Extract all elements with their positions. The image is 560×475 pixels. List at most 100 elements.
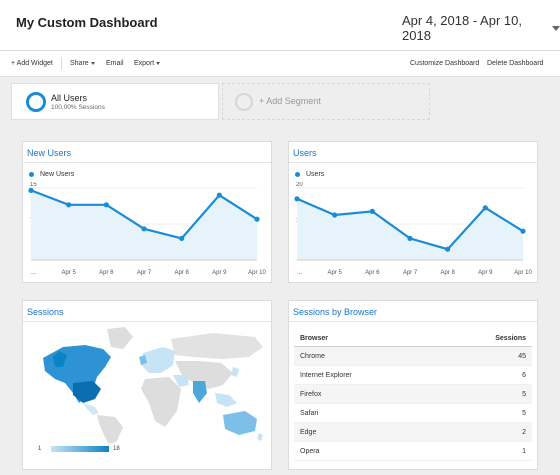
table-header: Browser Sessions [294, 330, 532, 347]
data-point[interactable] [369, 208, 375, 214]
session-count: 6 [522, 371, 526, 379]
india-region[interactable] [193, 381, 207, 403]
segment-name: All Users [51, 93, 88, 103]
widget-sessions-by-browser: Sessions by Browser Browser Sessions Chr… [288, 300, 538, 470]
data-point[interactable] [179, 235, 185, 241]
browser-name[interactable]: Firefox [300, 390, 322, 398]
x-tick-label: Apr 6 [365, 270, 380, 276]
middle-east-region[interactable] [173, 375, 189, 387]
browser-name[interactable]: Edge [300, 428, 317, 436]
toolbar-divider [61, 57, 62, 70]
widget-divider [23, 321, 271, 322]
export-label: Export [134, 60, 155, 67]
usa-region[interactable] [73, 381, 101, 403]
table-row[interactable]: Firefox 5 [294, 385, 532, 404]
data-point[interactable] [294, 196, 300, 202]
widget-title[interactable]: Users [293, 148, 317, 158]
segment-bar: All Users 100.00% Sessions + Add Segment [0, 77, 560, 123]
x-tick-label: Apr 8 [440, 270, 455, 276]
segment-all-users[interactable]: All Users 100.00% Sessions [11, 83, 219, 120]
widget-divider [289, 162, 537, 163]
central-america-region[interactable] [83, 403, 99, 415]
segment-ring-icon [26, 92, 46, 112]
data-point[interactable] [28, 187, 34, 193]
africa-region [141, 377, 181, 427]
data-point[interactable] [141, 226, 147, 232]
session-count: 5 [522, 390, 526, 398]
page-title: My Custom Dashboard [16, 15, 158, 30]
session-count: 45 [518, 352, 526, 360]
segment-sessions-percent: 100.00% Sessions [51, 104, 105, 111]
x-tick-label: Apr 7 [137, 270, 152, 276]
x-tick-label: Apr 8 [174, 270, 189, 276]
export-menu-button[interactable]: Export [134, 60, 161, 67]
widget-title[interactable]: New Users [27, 148, 72, 158]
delete-dashboard-button[interactable]: Delete Dashboard [487, 60, 544, 67]
area-fill [297, 198, 523, 260]
browser-name[interactable]: Chrome [300, 352, 325, 360]
map-legend-gradient [51, 446, 109, 452]
data-point[interactable] [445, 246, 451, 252]
table-body: Chrome 45 Internet Explorer 6 Firefox 5 Safari… [294, 347, 532, 461]
column-header-sessions[interactable]: Sessions [495, 334, 526, 342]
south-america-region [97, 415, 123, 443]
alaska-region[interactable] [53, 351, 67, 367]
data-point[interactable] [520, 228, 526, 234]
empty-segment-ring-icon [235, 93, 253, 111]
chart-legend: New Users [29, 171, 74, 178]
legend-label: New Users [40, 171, 75, 178]
area-fill [31, 190, 257, 260]
greenland-region [107, 327, 133, 349]
widget-title[interactable]: Sessions [27, 307, 64, 317]
data-point[interactable] [254, 216, 260, 222]
browser-name[interactable]: Internet Explorer [300, 371, 352, 379]
chart-legend: Users [295, 171, 324, 178]
share-menu-button[interactable]: Share [70, 60, 95, 67]
session-count: 1 [522, 447, 526, 455]
dashboard-header: My Custom Dashboard Apr 4, 2018 - Apr 10… [0, 0, 560, 51]
dashboard-toolbar: + Add Widget Share Email Export Customiz… [0, 51, 560, 77]
table-row[interactable]: Safari 5 [294, 404, 532, 423]
chevron-down-icon [156, 61, 161, 65]
browser-name[interactable]: Opera [300, 447, 320, 455]
australia-region[interactable] [223, 411, 257, 435]
add-segment-button[interactable]: + Add Segment [222, 83, 430, 120]
legend-label: Users [306, 171, 325, 178]
email-button[interactable]: Email [106, 60, 124, 67]
southeast-asia-region[interactable] [215, 393, 237, 407]
x-tick-label: Apr 5 [327, 270, 342, 276]
widget-divider [23, 162, 271, 163]
data-point[interactable] [332, 212, 338, 218]
session-count: 2 [522, 428, 526, 436]
y-tick-label: 15 [30, 182, 37, 188]
uk-region[interactable] [139, 355, 147, 365]
y-tick-label: 20 [296, 182, 303, 188]
x-tick-label: Apr 6 [99, 270, 114, 276]
table-row[interactable]: Edge 2 [294, 423, 532, 442]
date-range-label: Apr 4, 2018 - Apr 10, 2018 [402, 13, 522, 43]
x-tick-label: Apr 5 [61, 270, 76, 276]
customize-dashboard-button[interactable]: Customize Dashboard [410, 60, 480, 67]
widget-title[interactable]: Sessions by Browser [293, 307, 378, 317]
browser-name[interactable]: Safari [300, 409, 319, 417]
chevron-down-icon [90, 61, 95, 65]
new-zealand-region[interactable] [257, 433, 263, 441]
data-point[interactable] [216, 192, 222, 198]
column-header-browser[interactable]: Browser [300, 334, 329, 342]
table-row[interactable]: Internet Explorer 6 [294, 366, 532, 385]
browser-table: Browser Sessions Chrome 45 Internet Explor… [294, 330, 532, 461]
data-point[interactable] [103, 202, 109, 208]
data-point[interactable] [66, 202, 72, 208]
table-row[interactable]: Chrome 45 [294, 347, 532, 366]
add-widget-button[interactable]: + Add Widget [11, 60, 53, 67]
japan-region[interactable] [231, 367, 239, 377]
date-range-picker[interactable]: Apr 4, 2018 - Apr 10, 2018 [402, 13, 560, 43]
data-point[interactable] [482, 205, 488, 211]
data-point[interactable] [407, 235, 413, 241]
x-tick-label: ... [297, 270, 302, 276]
europe-region[interactable] [141, 347, 175, 373]
table-row[interactable]: Opera 1 [294, 442, 532, 461]
